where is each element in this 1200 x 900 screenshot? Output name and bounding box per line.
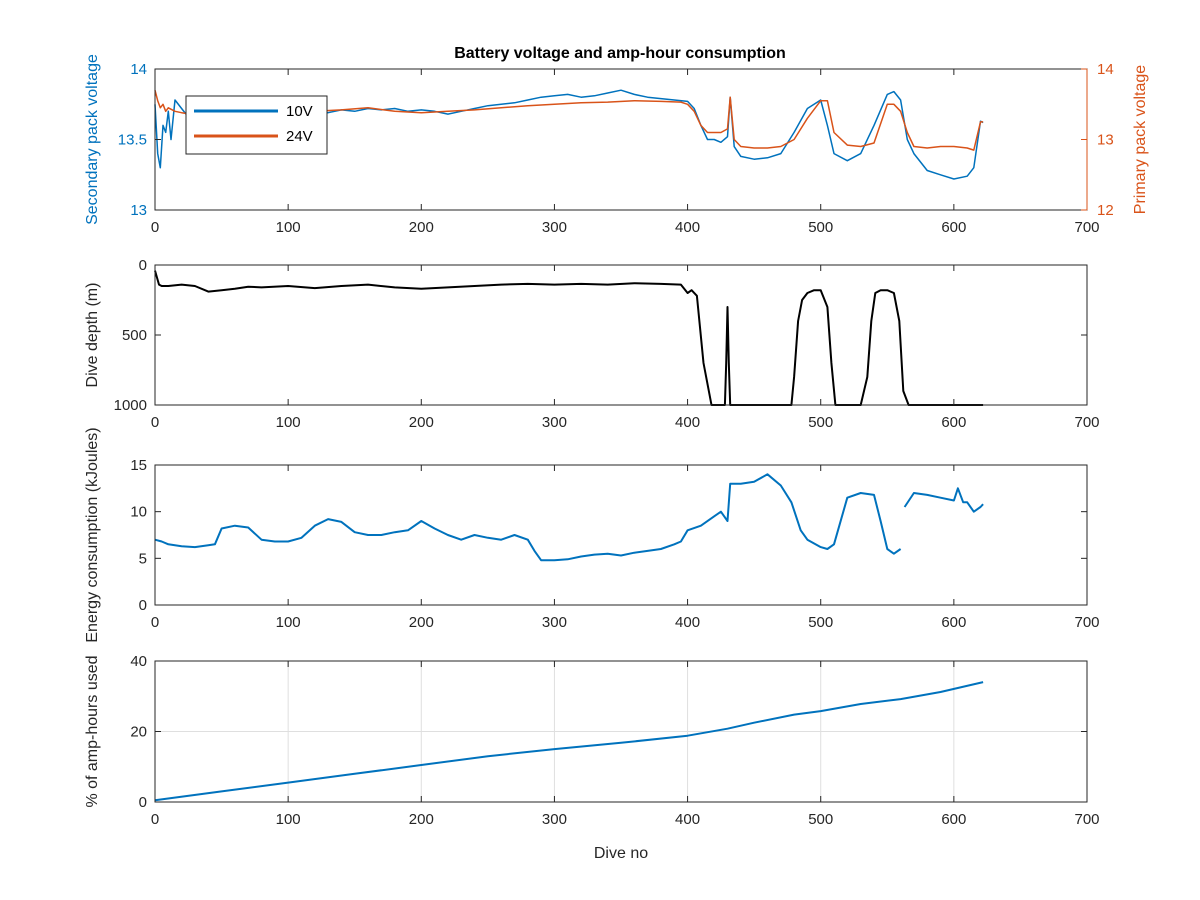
energy-plot-area [155,465,1087,605]
amphours-y-axis-label: % of amp-hours used [84,655,101,807]
energy-axes-box [154,464,1088,606]
amphours-x-tick-label: 300 [542,811,567,828]
energy-x-tick-label: 600 [941,614,966,631]
voltage-right-y-axis-label: Primary pack voltage [1132,65,1149,214]
amphours-x-tick-label: 600 [941,811,966,828]
amphours-series-0-line [154,681,984,802]
amphours-y-tick-label: 40 [130,653,147,670]
voltage-x-tick-label: 500 [808,219,833,236]
subplots: 0 100 200 300 400 500 600 7001313.514Secondary … [84,54,1149,862]
depth-series-0-line [154,270,984,406]
energy-series-0-line [154,473,902,562]
depth-y-axis-label: Dive depth (m) [84,283,101,388]
energy-series-1-line [903,487,984,513]
amphours-x-tick-label: 500 [808,811,833,828]
depth-x-tick-label: 500 [808,414,833,431]
voltage-right-y-tick-label: 14 [1097,61,1114,78]
depth-y-tick-label: 500 [122,327,147,344]
legend-label-10v: 10V [286,103,313,120]
energy-x-tick-label: 100 [276,614,301,631]
voltage-x-tick-label: 100 [276,219,301,236]
energy-y-axis-label: Energy consumption (kJoules) [84,427,101,642]
energy-y-tick-label: 10 [130,504,147,521]
subplot-depth: 0 100 200 300 400 500 600 700 0 500 1000 Dive depth… [84,257,1100,431]
subplot-amphours: 0 100 200 300 400 500 600 700 0 20 40 % of amp-hour… [84,653,1100,862]
subplot-voltage: 0 100 200 300 400 500 600 700 13 13.5 14 Secondary … [84,54,1149,236]
energy-x-tick-label: 200 [409,614,434,631]
voltage-y-tick-label: 14 [130,61,147,78]
voltage-x-tick-label: 200 [409,219,434,236]
legend-label-24v: 24V [286,128,313,145]
voltage-y-tick-label: 13.5 [118,132,147,149]
amphours-x-tick-label: 100 [276,811,301,828]
voltage-right-y-tick-label: 12 [1097,202,1114,219]
subplot-energy: 0 100 200 300 400 500 600 700 0 5 10 15 Energy consu… [84,427,1100,642]
depth-x-tick-label: 400 [675,414,700,431]
energy-x-tick-label: 700 [1074,614,1099,631]
depth-x-tick-label: 700 [1074,414,1099,431]
voltage-x-tick-label: 400 [675,219,700,236]
depth-x-tick-label: 600 [941,414,966,431]
chart-title: Battery voltage and amp-hour consumption [454,45,786,62]
amphours-y-tick-label: 20 [130,724,147,741]
amphours-x-tick-label: 200 [409,811,434,828]
amphours-y-tick-label: 0 [139,794,147,811]
legend-box [185,95,328,155]
amphours-x-tick-label: 400 [675,811,700,828]
voltage-x-tick-label: 300 [542,219,567,236]
depth-x-tick-label: 300 [542,414,567,431]
depth-x-tick-label: 100 [276,414,301,431]
energy-x-tick-label: 0 [151,614,159,631]
amphours-x-tick-label: 0 [151,811,159,828]
voltage-y-axis-label: Secondary pack voltage [84,54,101,225]
amphours-x-tick-label: 700 [1074,811,1099,828]
voltage-right-y-tick-label: 13 [1097,132,1114,149]
voltage-y-tick-label: 13 [130,202,147,219]
depth-x-tick-label: 200 [409,414,434,431]
energy-x-tick-label: 400 [675,614,700,631]
depth-y-tick-label: 1000 [114,397,147,414]
amphours-x-axis-label: Dive no [594,845,648,862]
energy-y-tick-label: 5 [139,550,147,567]
energy-x-tick-label: 500 [808,614,833,631]
depth-y-tick-label: 0 [139,257,147,274]
energy-x-tick-label: 300 [542,614,567,631]
energy-y-tick-label: 15 [130,457,147,474]
voltage-x-tick-label: 0 [151,219,159,236]
voltage-x-tick-label: 600 [941,219,966,236]
voltage-x-tick-label: 700 [1074,219,1099,236]
energy-y-tick-label: 0 [139,597,147,614]
depth-x-tick-label: 0 [151,414,159,431]
